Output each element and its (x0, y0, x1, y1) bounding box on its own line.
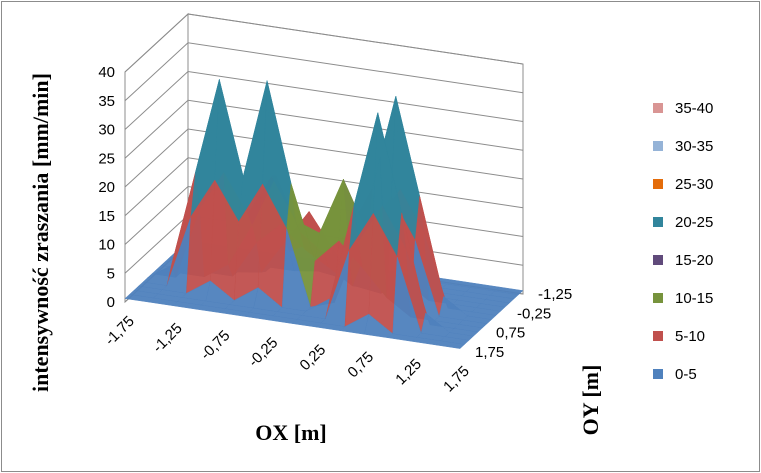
surface-facet (435, 340, 466, 349)
legend-swatch (653, 293, 663, 303)
z-tick-label: 20 (98, 179, 115, 196)
legend-label: 15-20 (675, 252, 713, 269)
x-tick-label: 0,25 (297, 341, 330, 374)
x-tick-label: 1,25 (392, 356, 425, 389)
gridline (124, 42, 524, 102)
x-tick-label: -1,75 (102, 313, 138, 349)
legend-swatch (653, 331, 663, 341)
z-tick-label: 0 (107, 294, 115, 311)
y-tick-label: -1,25 (538, 286, 572, 303)
legend-swatch (653, 141, 663, 151)
legend-label: 35-40 (675, 100, 713, 117)
z-tick-label: 40 (98, 64, 115, 81)
legend-label: 5-10 (675, 328, 705, 345)
z-tick-label: 35 (98, 93, 115, 110)
x-axis-title: OX [m] (255, 420, 326, 445)
y-tick-label: -0,25 (517, 305, 551, 322)
legend-label: 0-5 (675, 366, 697, 383)
gridline (124, 70, 524, 130)
legend-label: 25-30 (675, 176, 713, 193)
x-tick-label: -0,75 (197, 327, 233, 363)
legend-swatch (653, 255, 663, 265)
legend-swatch (653, 103, 663, 113)
z-tick-label: 5 (107, 265, 115, 282)
legend-label: 30-35 (675, 138, 713, 155)
legend-swatch (653, 179, 663, 189)
z-tick-label: 25 (98, 150, 115, 167)
x-tick-label: 0,75 (344, 349, 377, 382)
z-axis-ticks: 0 5 10 15 20 25 30 35 40 (98, 64, 115, 311)
legend-label: 10-15 (675, 290, 713, 307)
z-tick-label: 15 (98, 208, 115, 225)
legend-swatch (653, 369, 663, 379)
gridline (124, 13, 524, 73)
z-axis-title: intensywność zraszania [mm/min] (28, 73, 53, 392)
x-tick-label: -1,25 (149, 320, 185, 356)
y-axis-ticks: -1,25 -0,25 0,75 1,75 (475, 286, 572, 361)
z-tick-label: 10 (98, 237, 115, 254)
x-tick-label: -0,25 (245, 334, 281, 370)
z-tick-label: 30 (98, 122, 115, 139)
gridline (124, 99, 524, 159)
surface-plot (124, 79, 524, 349)
legend-label: 20-25 (675, 214, 713, 231)
y-tick-label: 0,75 (496, 325, 525, 342)
y-tick-label: 1,75 (475, 344, 504, 361)
y-axis-title: OY [m] (578, 365, 603, 436)
legend: 35-40 30-35 25-30 20-25 15-20 10-15 5-10 0-5 (653, 100, 713, 383)
x-tick-label: 1,75 (440, 363, 473, 396)
legend-swatch (653, 217, 663, 227)
